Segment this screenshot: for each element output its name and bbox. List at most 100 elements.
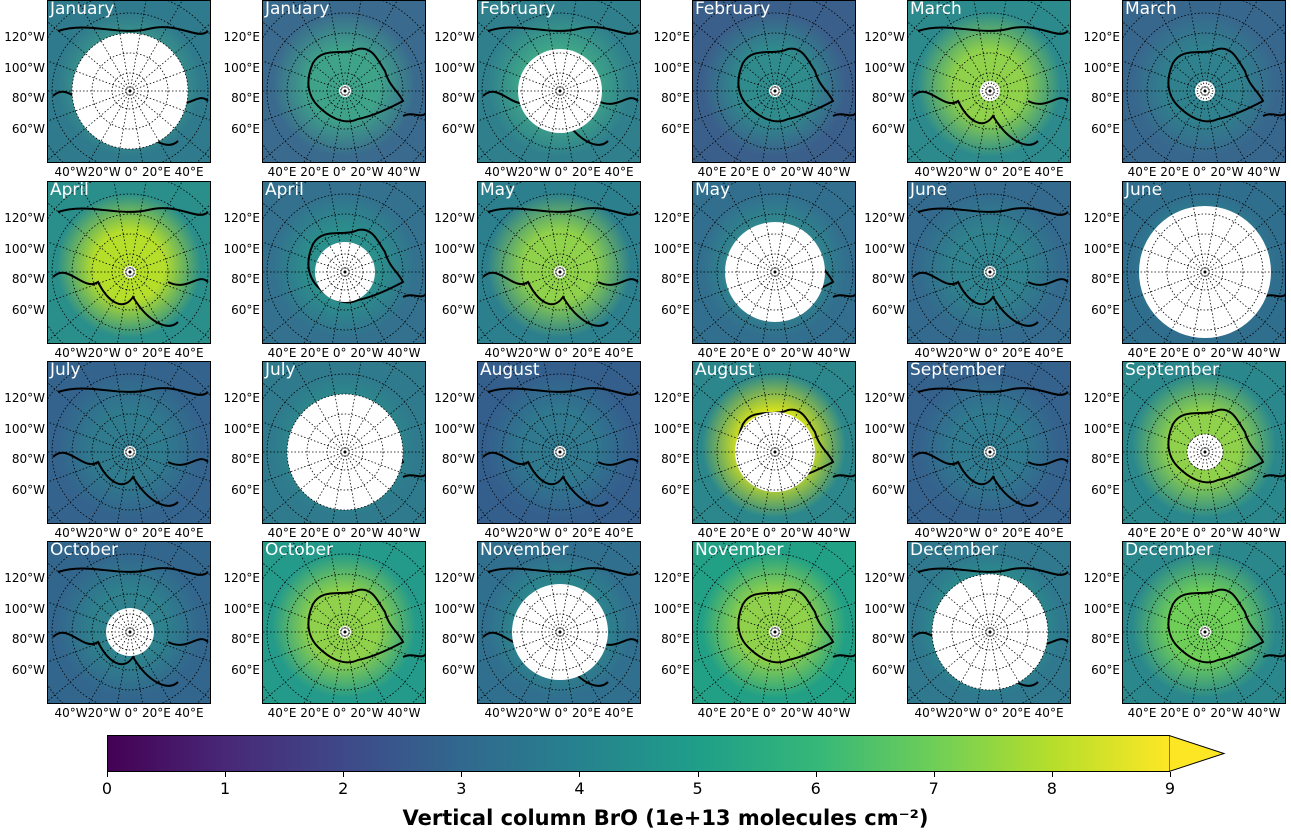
longitude-labels: 40°E 20°E 0° 20°W 40°W — [697, 526, 851, 540]
map-panel-december-south: December — [1122, 541, 1286, 704]
map-panel-november-south: November — [692, 541, 856, 704]
panel-title: January — [50, 0, 115, 19]
latitude-label: 60°E — [1091, 483, 1120, 497]
map-panel-may-north: May — [477, 181, 641, 344]
longitude-labels: 40°E 20°E 0° 20°W 40°W — [697, 346, 851, 360]
latitude-label: 60°W — [441, 663, 475, 677]
latitude-label: 60°W — [871, 483, 905, 497]
latitude-label: 100°W — [4, 602, 45, 616]
panel-title: October — [50, 541, 119, 560]
colorbar-tick — [225, 772, 227, 777]
panel-title: March — [1125, 0, 1177, 19]
map-panel-july-south: July — [262, 361, 426, 524]
polar-map — [908, 1, 1070, 162]
polar-map — [693, 362, 855, 523]
latitude-label: 60°W — [441, 483, 475, 497]
map-panel-march-north: March — [907, 0, 1071, 163]
colorbar-tick-label: 7 — [928, 779, 939, 798]
polar-map — [263, 542, 425, 703]
colorbar-tick-label: 2 — [338, 779, 349, 798]
polar-map — [908, 542, 1070, 703]
latitude-label: 80°E — [661, 632, 690, 646]
latitude-label: 100°W — [4, 61, 45, 75]
polar-map — [478, 362, 640, 523]
longitude-labels: 40°E 20°E 0° 20°W 40°W — [1127, 706, 1281, 720]
latitude-label: 120°E — [1083, 30, 1121, 44]
latitude-label: 100°E — [1083, 422, 1121, 436]
map-panel-september-north: September — [907, 361, 1071, 524]
latitude-label: 80°E — [661, 91, 690, 105]
longitude-labels: 40°E 20°E 0° 20°W 40°W — [697, 706, 851, 720]
polar-map — [1123, 182, 1285, 343]
latitude-label: 60°W — [11, 663, 45, 677]
longitude-labels: 40°E 20°E 0° 20°W 40°W — [1127, 346, 1281, 360]
latitude-label: 100°W — [4, 422, 45, 436]
panel-title: July — [50, 361, 81, 380]
latitude-label: 80°E — [231, 632, 260, 646]
polar-map — [1123, 542, 1285, 703]
latitude-label: 120°E — [223, 391, 261, 405]
longitude-labels: 40°E 20°E 0° 20°W 40°W — [267, 165, 421, 179]
polar-map — [263, 1, 425, 162]
latitude-label: 120°W — [4, 211, 45, 225]
latitude-label: 120°E — [223, 571, 261, 585]
latitude-label: 120°W — [4, 30, 45, 44]
latitude-label: 60°E — [231, 483, 260, 497]
panel-title: September — [1125, 361, 1219, 380]
latitude-label: 60°E — [661, 483, 690, 497]
map-panel-october-south: October — [262, 541, 426, 704]
latitude-label: 100°E — [223, 422, 261, 436]
polar-map — [48, 1, 210, 162]
polar-map — [693, 1, 855, 162]
colorbar-tick-label: 3 — [456, 779, 467, 798]
map-panel-february-south: February — [692, 0, 856, 163]
latitude-label: 120°E — [223, 211, 261, 225]
latitude-label: 60°E — [1091, 122, 1120, 136]
longitude-labels: 40°W20°W 0° 20°E 40°E — [54, 165, 204, 179]
latitude-label: 120°W — [4, 391, 45, 405]
latitude-label: 100°W — [434, 602, 475, 616]
latitude-label: 80°E — [231, 452, 260, 466]
latitude-label: 80°E — [231, 272, 260, 286]
latitude-label: 120°E — [653, 30, 691, 44]
polar-map — [478, 182, 640, 343]
latitude-label: 100°E — [1083, 61, 1121, 75]
latitude-label: 60°E — [231, 303, 260, 317]
panel-title: November — [695, 541, 784, 560]
longitude-labels: 40°W20°W 0° 20°E 40°E — [484, 346, 634, 360]
latitude-label: 100°E — [223, 61, 261, 75]
latitude-label: 120°W — [434, 391, 475, 405]
panel-title: November — [480, 541, 569, 560]
colorbar-tick — [815, 772, 817, 777]
colorbar-tick — [933, 772, 935, 777]
longitude-labels: 40°W20°W 0° 20°E 40°E — [484, 526, 634, 540]
colorbar-tick-label: 0 — [101, 779, 113, 798]
panel-title: December — [910, 541, 999, 560]
latitude-label: 100°W — [864, 422, 905, 436]
map-panel-april-south: April — [262, 181, 426, 344]
colorbar-tick-label: 9 — [1164, 779, 1176, 798]
longitude-labels: 40°W20°W 0° 20°E 40°E — [914, 706, 1064, 720]
colorbar-tick-label: 8 — [1046, 779, 1057, 798]
panel-title: August — [695, 361, 755, 380]
colorbar-extend-arrow — [1169, 735, 1226, 772]
latitude-label: 60°W — [871, 303, 905, 317]
map-panel-august-south: August — [692, 361, 856, 524]
longitude-labels: 40°W20°W 0° 20°E 40°E — [54, 346, 204, 360]
longitude-labels: 40°W20°W 0° 20°E 40°E — [914, 346, 1064, 360]
colorbar-tick — [579, 772, 581, 777]
latitude-label: 80°E — [1091, 272, 1120, 286]
panel-title: February — [695, 0, 771, 19]
latitude-label: 120°E — [653, 211, 691, 225]
map-panel-august-north: August — [477, 361, 641, 524]
colorbar-tick — [1051, 772, 1053, 777]
polar-map — [908, 182, 1070, 343]
colorbar-tick — [107, 772, 108, 777]
latitude-label: 80°E — [661, 272, 690, 286]
latitude-label: 80°E — [231, 91, 260, 105]
latitude-label: 80°W — [871, 452, 905, 466]
latitude-label: 80°W — [871, 91, 905, 105]
latitude-label: 100°E — [1083, 602, 1121, 616]
polar-map — [693, 542, 855, 703]
latitude-label: 60°W — [871, 122, 905, 136]
